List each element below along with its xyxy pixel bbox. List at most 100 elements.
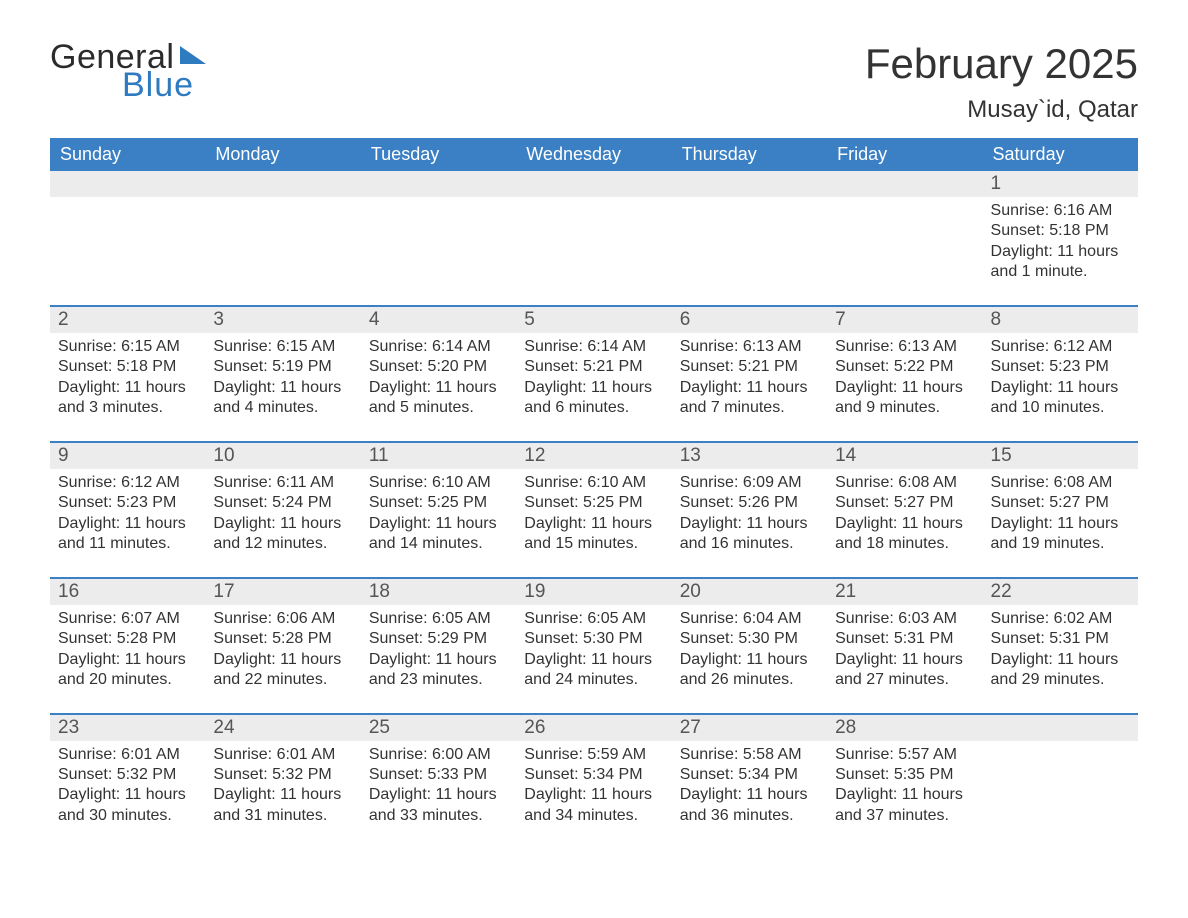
day-body: Sunrise: 6:14 AMSunset: 5:20 PMDaylight:… [361,333,516,419]
day-body: Sunrise: 5:57 AMSunset: 5:35 PMDaylight:… [827,741,982,827]
day-cell: 1Sunrise: 6:16 AMSunset: 5:18 PMDaylight… [983,171,1138,283]
daylight-line: Daylight: 11 hours and 10 minutes. [991,378,1130,419]
day-body [983,741,1138,745]
day-body [361,197,516,201]
day-number [827,171,982,197]
day-body: Sunrise: 6:04 AMSunset: 5:30 PMDaylight:… [672,605,827,691]
sunset-line: Sunset: 5:18 PM [991,221,1130,241]
title-block: February 2025 Musay`id, Qatar [865,40,1138,124]
daylight-line: Daylight: 11 hours and 3 minutes. [58,378,197,419]
sunrise-line: Sunrise: 6:07 AM [58,609,197,629]
sunrise-line: Sunrise: 6:00 AM [369,745,508,765]
daylight-line: Daylight: 11 hours and 14 minutes. [369,514,508,555]
calendar-page: General Blue February 2025 Musay`id, Qat… [0,0,1188,876]
day-number: 14 [827,443,982,469]
weekday-header: Friday [827,138,982,171]
day-cell [205,171,360,283]
day-cell: 28Sunrise: 5:57 AMSunset: 5:35 PMDayligh… [827,715,982,827]
day-cell: 26Sunrise: 5:59 AMSunset: 5:34 PMDayligh… [516,715,671,827]
day-cell: 23Sunrise: 6:01 AMSunset: 5:32 PMDayligh… [50,715,205,827]
sunset-line: Sunset: 5:21 PM [680,357,819,377]
day-cell: 14Sunrise: 6:08 AMSunset: 5:27 PMDayligh… [827,443,982,555]
sunrise-line: Sunrise: 6:02 AM [991,609,1130,629]
sunrise-line: Sunrise: 5:59 AM [524,745,663,765]
day-number: 10 [205,443,360,469]
week-row: 9Sunrise: 6:12 AMSunset: 5:23 PMDaylight… [50,441,1138,555]
daylight-line: Daylight: 11 hours and 23 minutes. [369,650,508,691]
day-cell: 10 Sunrise: 6:11 AMSunset: 5:24 PMDayligh… [205,443,360,555]
day-cell: 21Sunrise: 6:03 AMSunset: 5:31 PMDayligh… [827,579,982,691]
day-cell [827,171,982,283]
day-body: Sunrise: 5:59 AMSunset: 5:34 PMDaylight:… [516,741,671,827]
sunrise-line: Sunrise: 6:08 AM [835,473,974,493]
day-number: 22 [983,579,1138,605]
day-cell: 5Sunrise: 6:14 AMSunset: 5:21 PMDaylight… [516,307,671,419]
day-cell: 9Sunrise: 6:12 AMSunset: 5:23 PMDaylight… [50,443,205,555]
day-number: 21 [827,579,982,605]
day-number [361,171,516,197]
sunrise-line: Sunrise: 6:11 AM [213,473,352,493]
day-body: Sunrise: 6:15 AMSunset: 5:19 PMDaylight:… [205,333,360,419]
brand-word2: Blue [122,68,194,102]
day-body: Sunrise: 6:01 AMSunset: 5:32 PMDaylight:… [50,741,205,827]
weekday-header: Thursday [672,138,827,171]
week-row: 23Sunrise: 6:01 AMSunset: 5:32 PMDayligh… [50,713,1138,827]
daylight-line: Daylight: 11 hours and 24 minutes. [524,650,663,691]
day-number: 9 [50,443,205,469]
sunset-line: Sunset: 5:25 PM [369,493,508,513]
day-number: 26 [516,715,671,741]
day-body: Sunrise: 6:10 AMSunset: 5:25 PMDaylight:… [361,469,516,555]
sunrise-line: Sunrise: 6:15 AM [58,337,197,357]
day-number: 15 [983,443,1138,469]
sunrise-line: Sunrise: 6:13 AM [835,337,974,357]
day-body: Sunrise: 6:13 AMSunset: 5:22 PMDaylight:… [827,333,982,419]
sunset-line: Sunset: 5:32 PM [58,765,197,785]
sunrise-line: Sunrise: 6:16 AM [991,201,1130,221]
day-cell: 8Sunrise: 6:12 AMSunset: 5:23 PMDaylight… [983,307,1138,419]
daylight-line: Daylight: 11 hours and 34 minutes. [524,785,663,826]
daylight-line: Daylight: 11 hours and 9 minutes. [835,378,974,419]
day-body: Sunrise: 6:05 AMSunset: 5:30 PMDaylight:… [516,605,671,691]
sunrise-line: Sunrise: 6:12 AM [58,473,197,493]
day-cell [983,715,1138,827]
week-row: 16Sunrise: 6:07 AMSunset: 5:28 PMDayligh… [50,577,1138,691]
sunset-line: Sunset: 5:24 PM [213,493,352,513]
sunset-line: Sunset: 5:30 PM [680,629,819,649]
day-cell: 15Sunrise: 6:08 AMSunset: 5:27 PMDayligh… [983,443,1138,555]
day-body: Sunrise: 6:13 AMSunset: 5:21 PMDaylight:… [672,333,827,419]
daylight-line: Daylight: 11 hours and 20 minutes. [58,650,197,691]
sunset-line: Sunset: 5:18 PM [58,357,197,377]
daylight-line: Daylight: 11 hours and 11 minutes. [58,514,197,555]
day-cell: 27Sunrise: 5:58 AMSunset: 5:34 PMDayligh… [672,715,827,827]
sunset-line: Sunset: 5:31 PM [991,629,1130,649]
day-cell: 7Sunrise: 6:13 AMSunset: 5:22 PMDaylight… [827,307,982,419]
day-body [827,197,982,201]
calendar-grid: Sunday Monday Tuesday Wednesday Thursday… [50,138,1138,826]
sunrise-line: Sunrise: 6:05 AM [369,609,508,629]
daylight-line: Daylight: 11 hours and 12 minutes. [213,514,352,555]
daylight-line: Daylight: 11 hours and 36 minutes. [680,785,819,826]
location: Musay`id, Qatar [865,96,1138,124]
day-cell: 18Sunrise: 6:05 AMSunset: 5:29 PMDayligh… [361,579,516,691]
sunrise-line: Sunrise: 6:10 AM [369,473,508,493]
sunset-line: Sunset: 5:22 PM [835,357,974,377]
daylight-line: Daylight: 11 hours and 5 minutes. [369,378,508,419]
weekday-header: Monday [205,138,360,171]
day-cell: 6Sunrise: 6:13 AMSunset: 5:21 PMDaylight… [672,307,827,419]
day-cell [672,171,827,283]
month-title: February 2025 [865,40,1138,88]
daylight-line: Daylight: 11 hours and 37 minutes. [835,785,974,826]
sunset-line: Sunset: 5:25 PM [524,493,663,513]
day-body: Sunrise: 6:10 AMSunset: 5:25 PMDaylight:… [516,469,671,555]
day-number [516,171,671,197]
day-cell: 16Sunrise: 6:07 AMSunset: 5:28 PMDayligh… [50,579,205,691]
day-cell: 2Sunrise: 6:15 AMSunset: 5:18 PMDaylight… [50,307,205,419]
day-cell: 20Sunrise: 6:04 AMSunset: 5:30 PMDayligh… [672,579,827,691]
week-row: 2Sunrise: 6:15 AMSunset: 5:18 PMDaylight… [50,305,1138,419]
day-body: Sunrise: 6:02 AMSunset: 5:31 PMDaylight:… [983,605,1138,691]
day-cell: 22Sunrise: 6:02 AMSunset: 5:31 PMDayligh… [983,579,1138,691]
day-cell: 3Sunrise: 6:15 AMSunset: 5:19 PMDaylight… [205,307,360,419]
day-body: Sunrise: 6:08 AMSunset: 5:27 PMDaylight:… [827,469,982,555]
daylight-line: Daylight: 11 hours and 33 minutes. [369,785,508,826]
weekday-header-row: Sunday Monday Tuesday Wednesday Thursday… [50,138,1138,171]
